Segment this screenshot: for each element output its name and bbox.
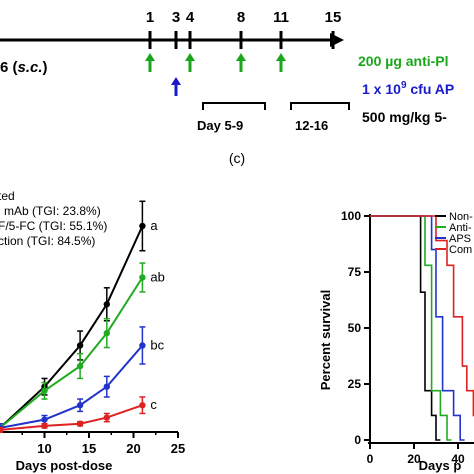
bacteria-dose-label: 1 x 109 cfu AP <box>362 80 454 97</box>
growth-chart-series: a ab bc c <box>0 200 165 434</box>
growth-data-point <box>103 414 111 421</box>
period-label-2: 12-16 <box>295 118 328 133</box>
growth-x-tick-label: 15 <box>82 441 96 456</box>
survival-legend-label: APS <box>449 233 471 245</box>
growth-data-point <box>103 301 111 308</box>
survival-chart-series <box>370 215 474 441</box>
growth-chart-axes: 10 15 20 25 <box>0 431 185 456</box>
period-bracket-2 <box>290 102 350 110</box>
antibody-dose-arrow-icon-head <box>236 53 246 61</box>
treatment-timeline: 1 3 4 8 11 15 6 (s.c.) 200 µg anti-Pl 1 x 109… <box>0 9 454 133</box>
growth-data-point <box>139 342 146 349</box>
survival-curve <box>370 215 452 441</box>
antibody-dose-arrow-icon-head <box>276 53 286 61</box>
growth-significance-letter: bc <box>150 337 164 352</box>
growth-x-tick-label: 20 <box>126 441 140 456</box>
growth-significance-letter: a <box>150 218 158 233</box>
antibody-dose-arrow-icon-head <box>145 53 155 61</box>
growth-data-point <box>103 329 111 337</box>
growth-data-point <box>76 342 84 349</box>
survival-x-tick-label: 40 <box>451 452 465 466</box>
growth-data-point <box>76 420 84 427</box>
growth-data-point <box>41 422 48 430</box>
growth-chart-legend: tedl mAb (TGI: 23.8%)F/5-FC (TGI: 55.1%)… <box>0 189 107 248</box>
growth-series-line <box>0 276 144 429</box>
survival-chart-axes: 0 25 50 75 100 0 20 40 <box>341 209 474 466</box>
timeline-day-label: 1 <box>146 9 154 26</box>
survival-curve <box>370 215 441 441</box>
period-bracket-1 <box>202 102 266 110</box>
growth-data-point <box>139 222 146 230</box>
growth-x-tick-label: 25 <box>171 441 185 456</box>
growth-x-tick-label: 10 <box>37 441 51 456</box>
growth-chart-x-label: Days post-dose <box>16 458 113 473</box>
growth-data-point <box>41 416 48 423</box>
timeline-day-label: 15 <box>325 9 342 26</box>
growth-data-point <box>139 402 146 409</box>
timeline-dose-arrows <box>145 53 286 96</box>
survival-y-tick-label: 50 <box>348 321 362 335</box>
growth-legend-entry: ted <box>0 189 15 203</box>
tumor-growth-chart: 10 15 20 25 tedl mAb (TGI: 23.8%)F/5-FC (TG… <box>0 189 185 473</box>
growth-data-point <box>103 383 111 390</box>
timeline-day-label: 3 <box>172 9 180 26</box>
growth-significance-letter: ab <box>150 270 164 285</box>
bacteria-dose-arrow-icon-head <box>171 77 181 85</box>
antibody-dose-label: 200 µg anti-Pl <box>358 53 449 69</box>
survival-legend-label: Non- <box>449 211 473 223</box>
survival-chart-y-label: Percent survival <box>318 290 333 390</box>
survival-y-tick-label: 100 <box>341 209 361 223</box>
growth-series-line <box>0 344 144 429</box>
survival-x-tick-label: 0 <box>367 452 374 466</box>
timeline-day-label: 11 <box>273 9 289 26</box>
growth-legend-entry: l mAb (TGI: 23.8%) <box>0 204 101 218</box>
growth-data-point <box>139 274 146 281</box>
growth-data-point <box>76 362 84 370</box>
timeline-day-ticks: 1 3 4 8 11 15 <box>146 9 342 49</box>
panel-c-label: (c) <box>229 150 245 166</box>
period-label-1: Day 5-9 <box>197 118 243 133</box>
survival-legend-label: Com <box>449 244 472 256</box>
survival-y-tick-label: 25 <box>348 377 362 391</box>
timeline-day-label: 4 <box>186 9 195 26</box>
prodrug-dose-label: 500 mg/kg 5- <box>362 109 447 125</box>
route-label: 6 (s.c.) <box>0 59 48 76</box>
survival-curve <box>370 215 465 441</box>
growth-data-point <box>76 402 84 409</box>
survival-curve <box>370 215 474 417</box>
antibody-dose-arrow-icon-head <box>185 53 195 61</box>
growth-legend-entry: ction (TGI: 84.5%) <box>0 234 95 248</box>
survival-y-tick-label: 75 <box>348 265 362 279</box>
growth-series-line <box>0 225 144 429</box>
survival-chart-x-label: Days p <box>419 458 462 473</box>
growth-data-point <box>41 387 48 394</box>
survival-x-tick-label: 20 <box>407 452 421 466</box>
growth-legend-entry: F/5-FC (TGI: 55.1%) <box>0 219 107 233</box>
timeline-day-label: 8 <box>237 9 245 26</box>
survival-y-tick-label: 0 <box>354 433 361 447</box>
growth-significance-letter: c <box>150 397 157 412</box>
growth-data-point <box>0 426 4 434</box>
survival-legend-label: Anti- <box>449 222 472 234</box>
